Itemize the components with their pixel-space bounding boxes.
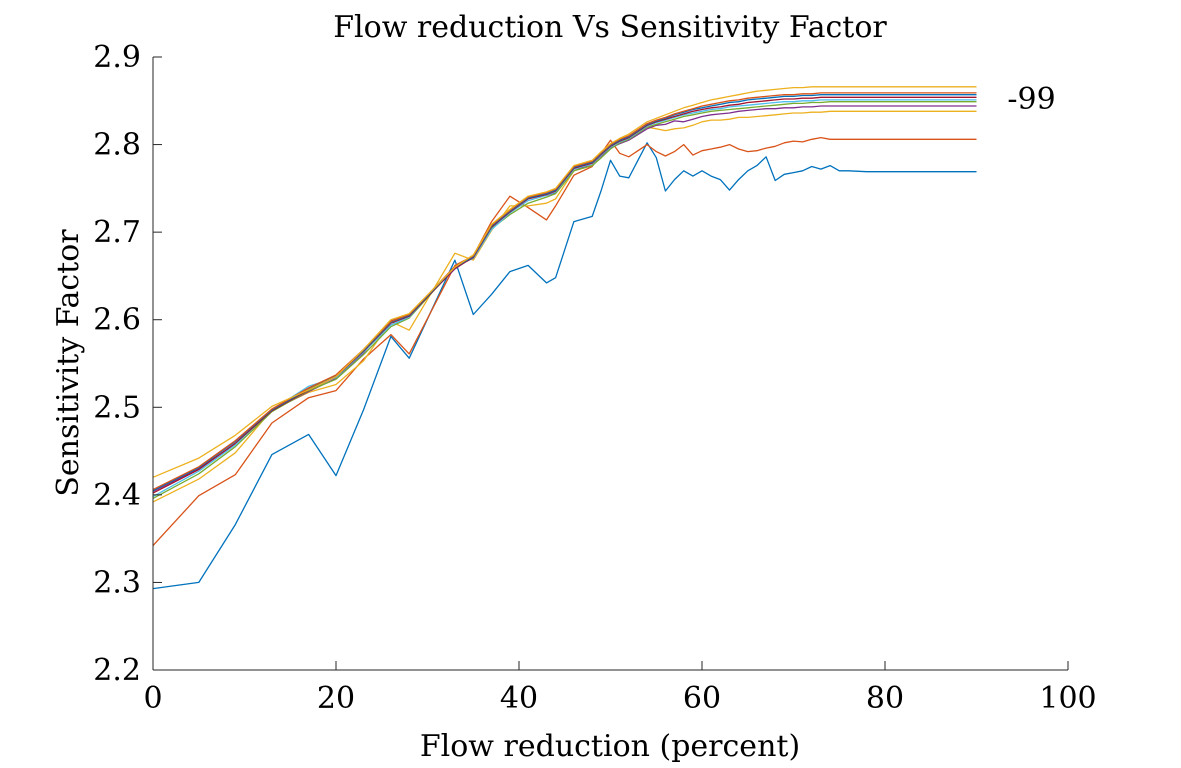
axes-layer: 0 20 40 60 80 100 2.2 2.3 2.4 2.5 2.6 2.7 2.8 2.9	[93, 40, 1096, 716]
y-tick-label: 2.8	[93, 128, 141, 163]
y-tick-label: 2.5	[93, 390, 141, 425]
x-tick-label: 20	[317, 681, 355, 716]
x-tick-label: 80	[866, 681, 904, 716]
series-line-1	[152, 142, 977, 590]
chart-title: Flow reduction Vs Sensitivity Factor	[333, 10, 887, 45]
series-line-7	[152, 96, 977, 494]
y-tick-label: 2.7	[93, 215, 141, 250]
series-line-10	[152, 86, 977, 478]
series-line-5	[152, 101, 977, 499]
series-line-2	[152, 136, 977, 547]
series-line-6	[152, 99, 977, 498]
y-tick-label: 2.9	[93, 40, 141, 75]
series-line-3	[152, 110, 977, 503]
x-tick-label: 40	[500, 681, 538, 716]
x-tick-label: 100	[1039, 681, 1096, 716]
series-line-8	[152, 94, 977, 492]
annotation-layer: -99	[1007, 82, 1055, 117]
y-tick-label: 2.6	[93, 303, 141, 338]
x-tick-label: 0	[143, 681, 162, 716]
y-tick-label: 2.3	[93, 565, 141, 600]
x-axis-label: Flow reduction (percent)	[420, 729, 800, 764]
x-tick-label: 60	[683, 681, 721, 716]
y-tick-label: 2.4	[93, 478, 141, 513]
series-layer	[152, 86, 977, 590]
y-tick-label: 2.2	[93, 653, 141, 688]
y-axis-label: Sensitivity Factor	[51, 229, 86, 497]
annotation-label: -99	[1007, 82, 1055, 117]
series-line-9	[152, 92, 977, 491]
